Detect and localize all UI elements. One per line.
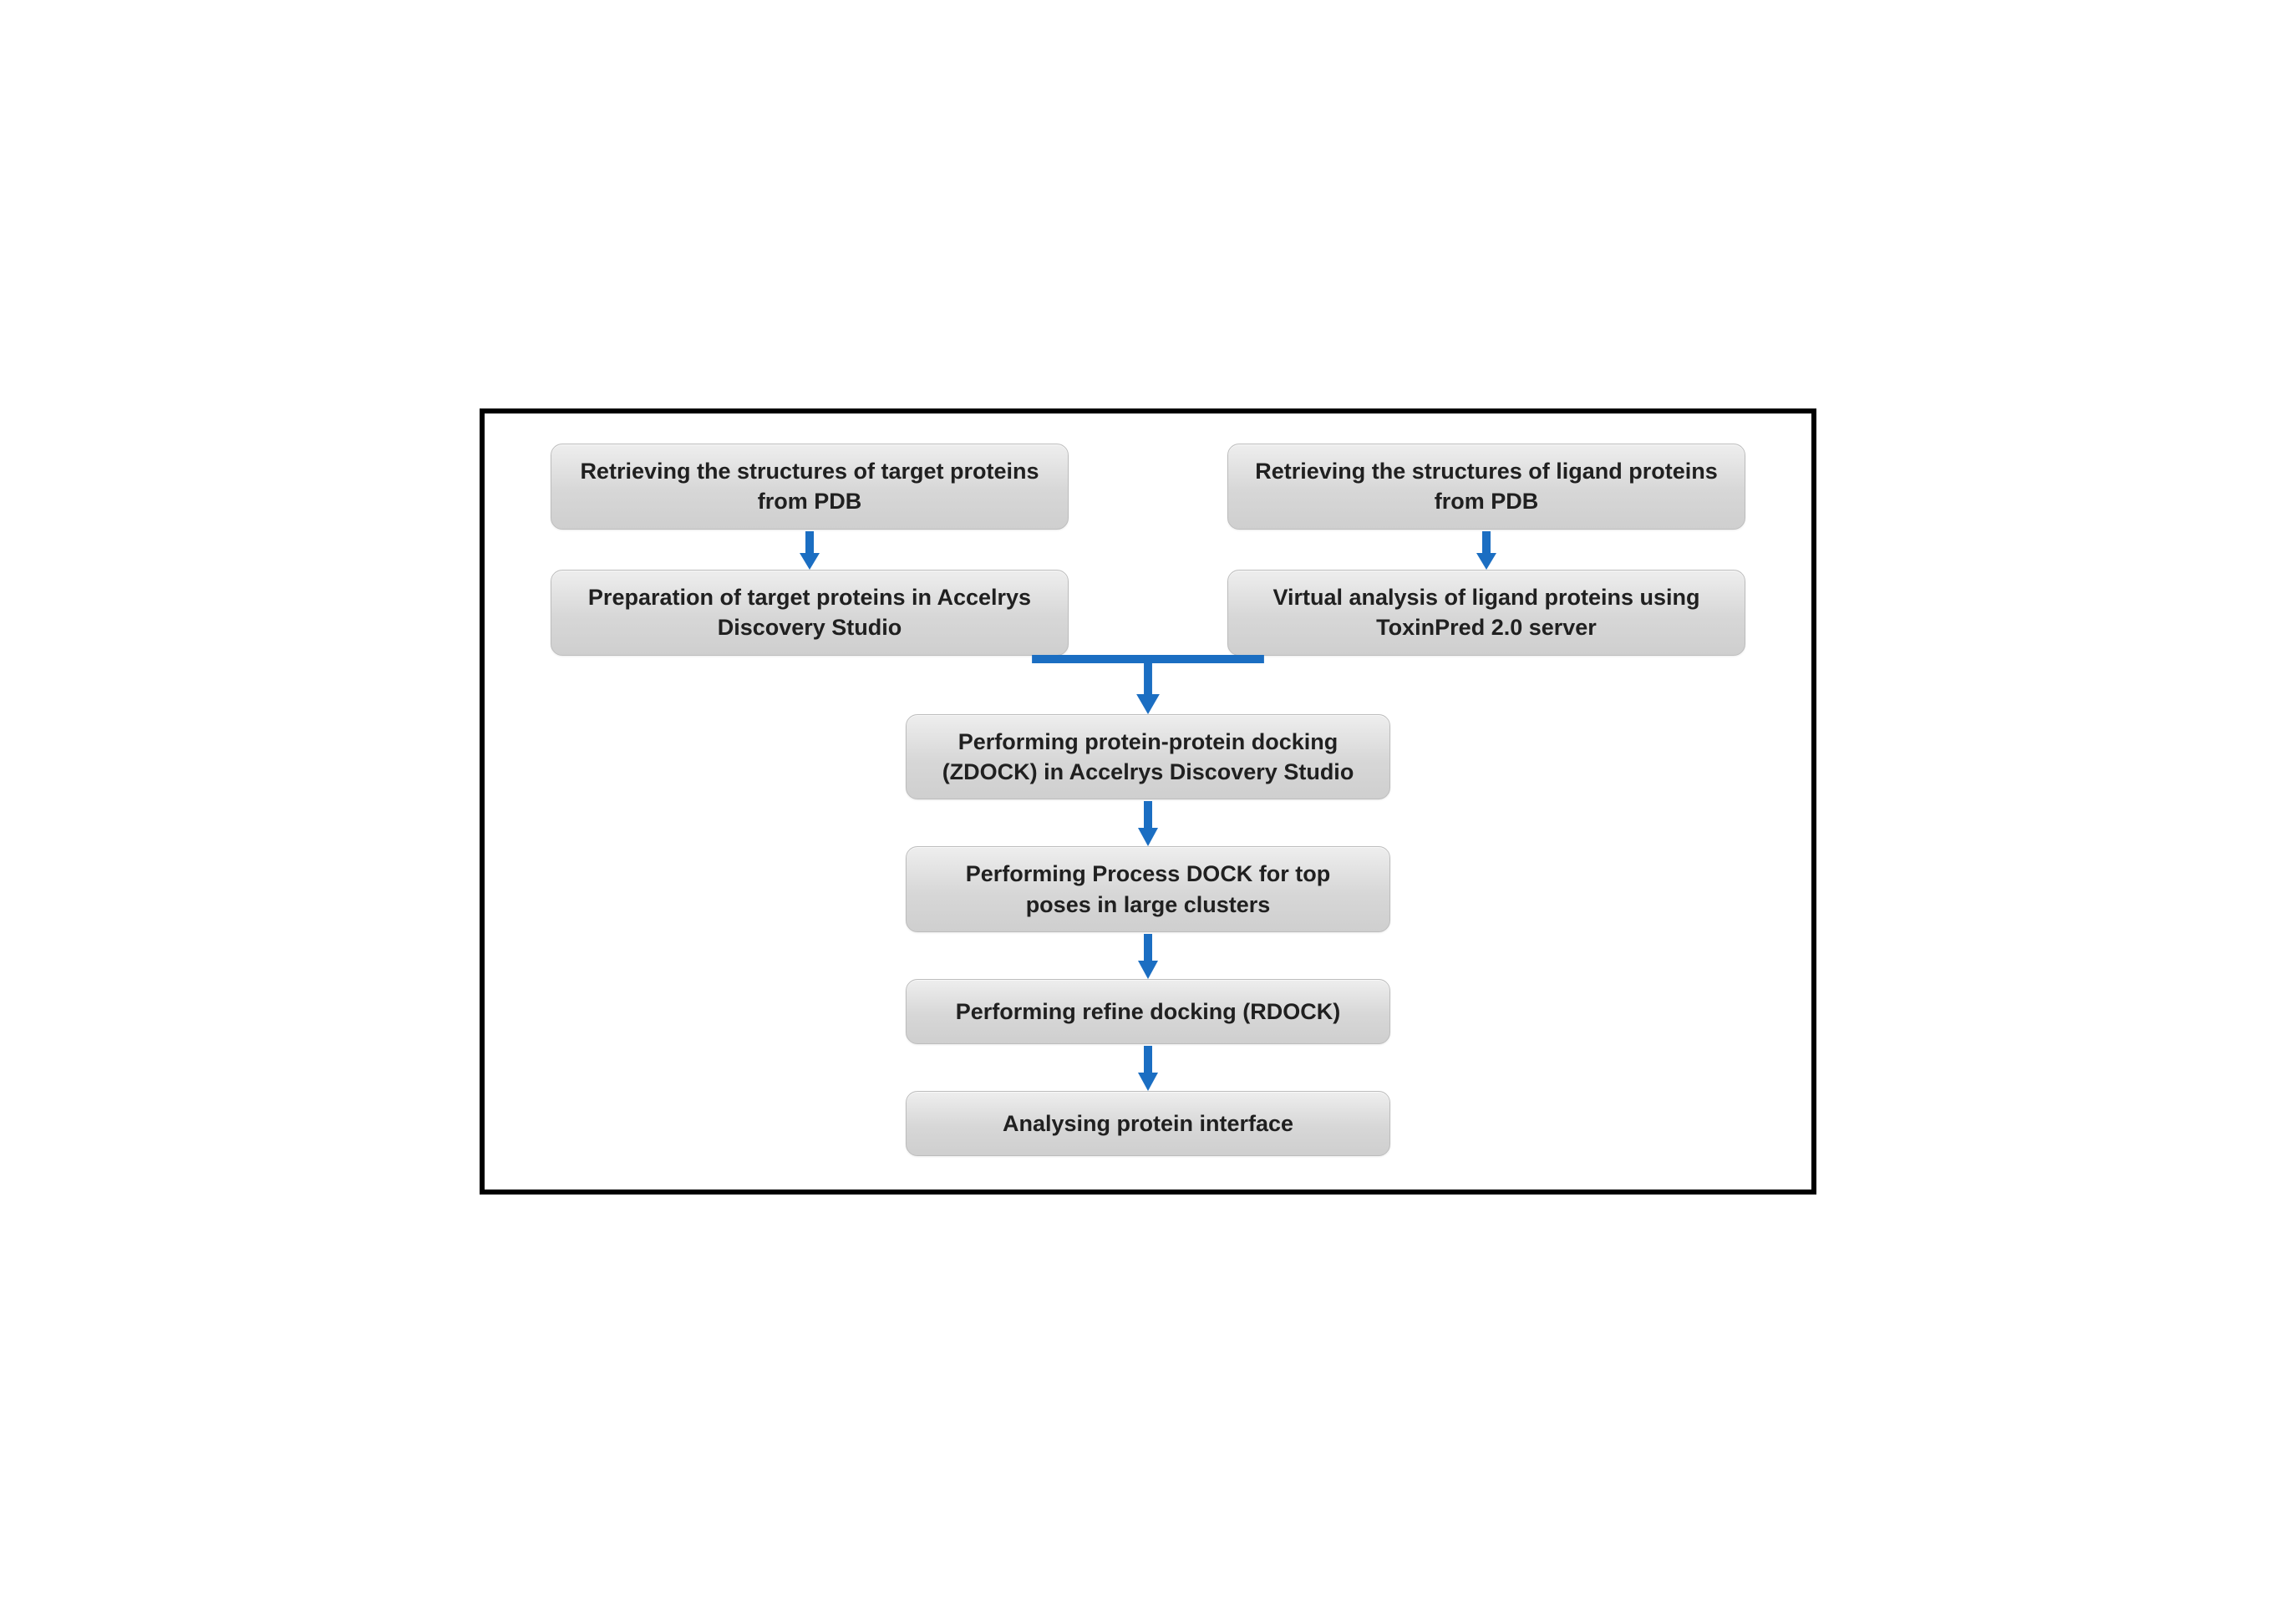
right-branch: Retrieving the structures of ligand prot… bbox=[1198, 444, 1775, 656]
node-right1: Retrieving the structures of ligand prot… bbox=[1227, 444, 1745, 530]
flowchart-frame: Retrieving the structures of target prot… bbox=[480, 408, 1816, 1195]
arrow-c2-c3 bbox=[521, 932, 1775, 979]
arrow-c1-c2 bbox=[521, 799, 1775, 846]
node-c2: Performing Process DOCK for top poses in… bbox=[906, 846, 1390, 932]
top-branches: Retrieving the structures of target prot… bbox=[521, 444, 1775, 656]
center-stack: Performing protein-protein docking (ZDOC… bbox=[521, 714, 1775, 1157]
node-left1: Retrieving the structures of target prot… bbox=[551, 444, 1069, 530]
left-branch: Retrieving the structures of target prot… bbox=[521, 444, 1098, 656]
merge-connector bbox=[521, 656, 1775, 714]
arrow-c3-c4 bbox=[521, 1044, 1775, 1091]
arrow-left1-left2 bbox=[521, 530, 1098, 570]
node-c3: Performing refine docking (RDOCK) bbox=[906, 979, 1390, 1044]
node-left2: Preparation of target proteins in Accelr… bbox=[551, 570, 1069, 656]
node-right2: Virtual analysis of ligand proteins usin… bbox=[1227, 570, 1745, 656]
arrow-right1-right2 bbox=[1198, 530, 1775, 570]
node-c1: Performing protein-protein docking (ZDOC… bbox=[906, 714, 1390, 800]
node-c4: Analysing protein interface bbox=[906, 1091, 1390, 1156]
